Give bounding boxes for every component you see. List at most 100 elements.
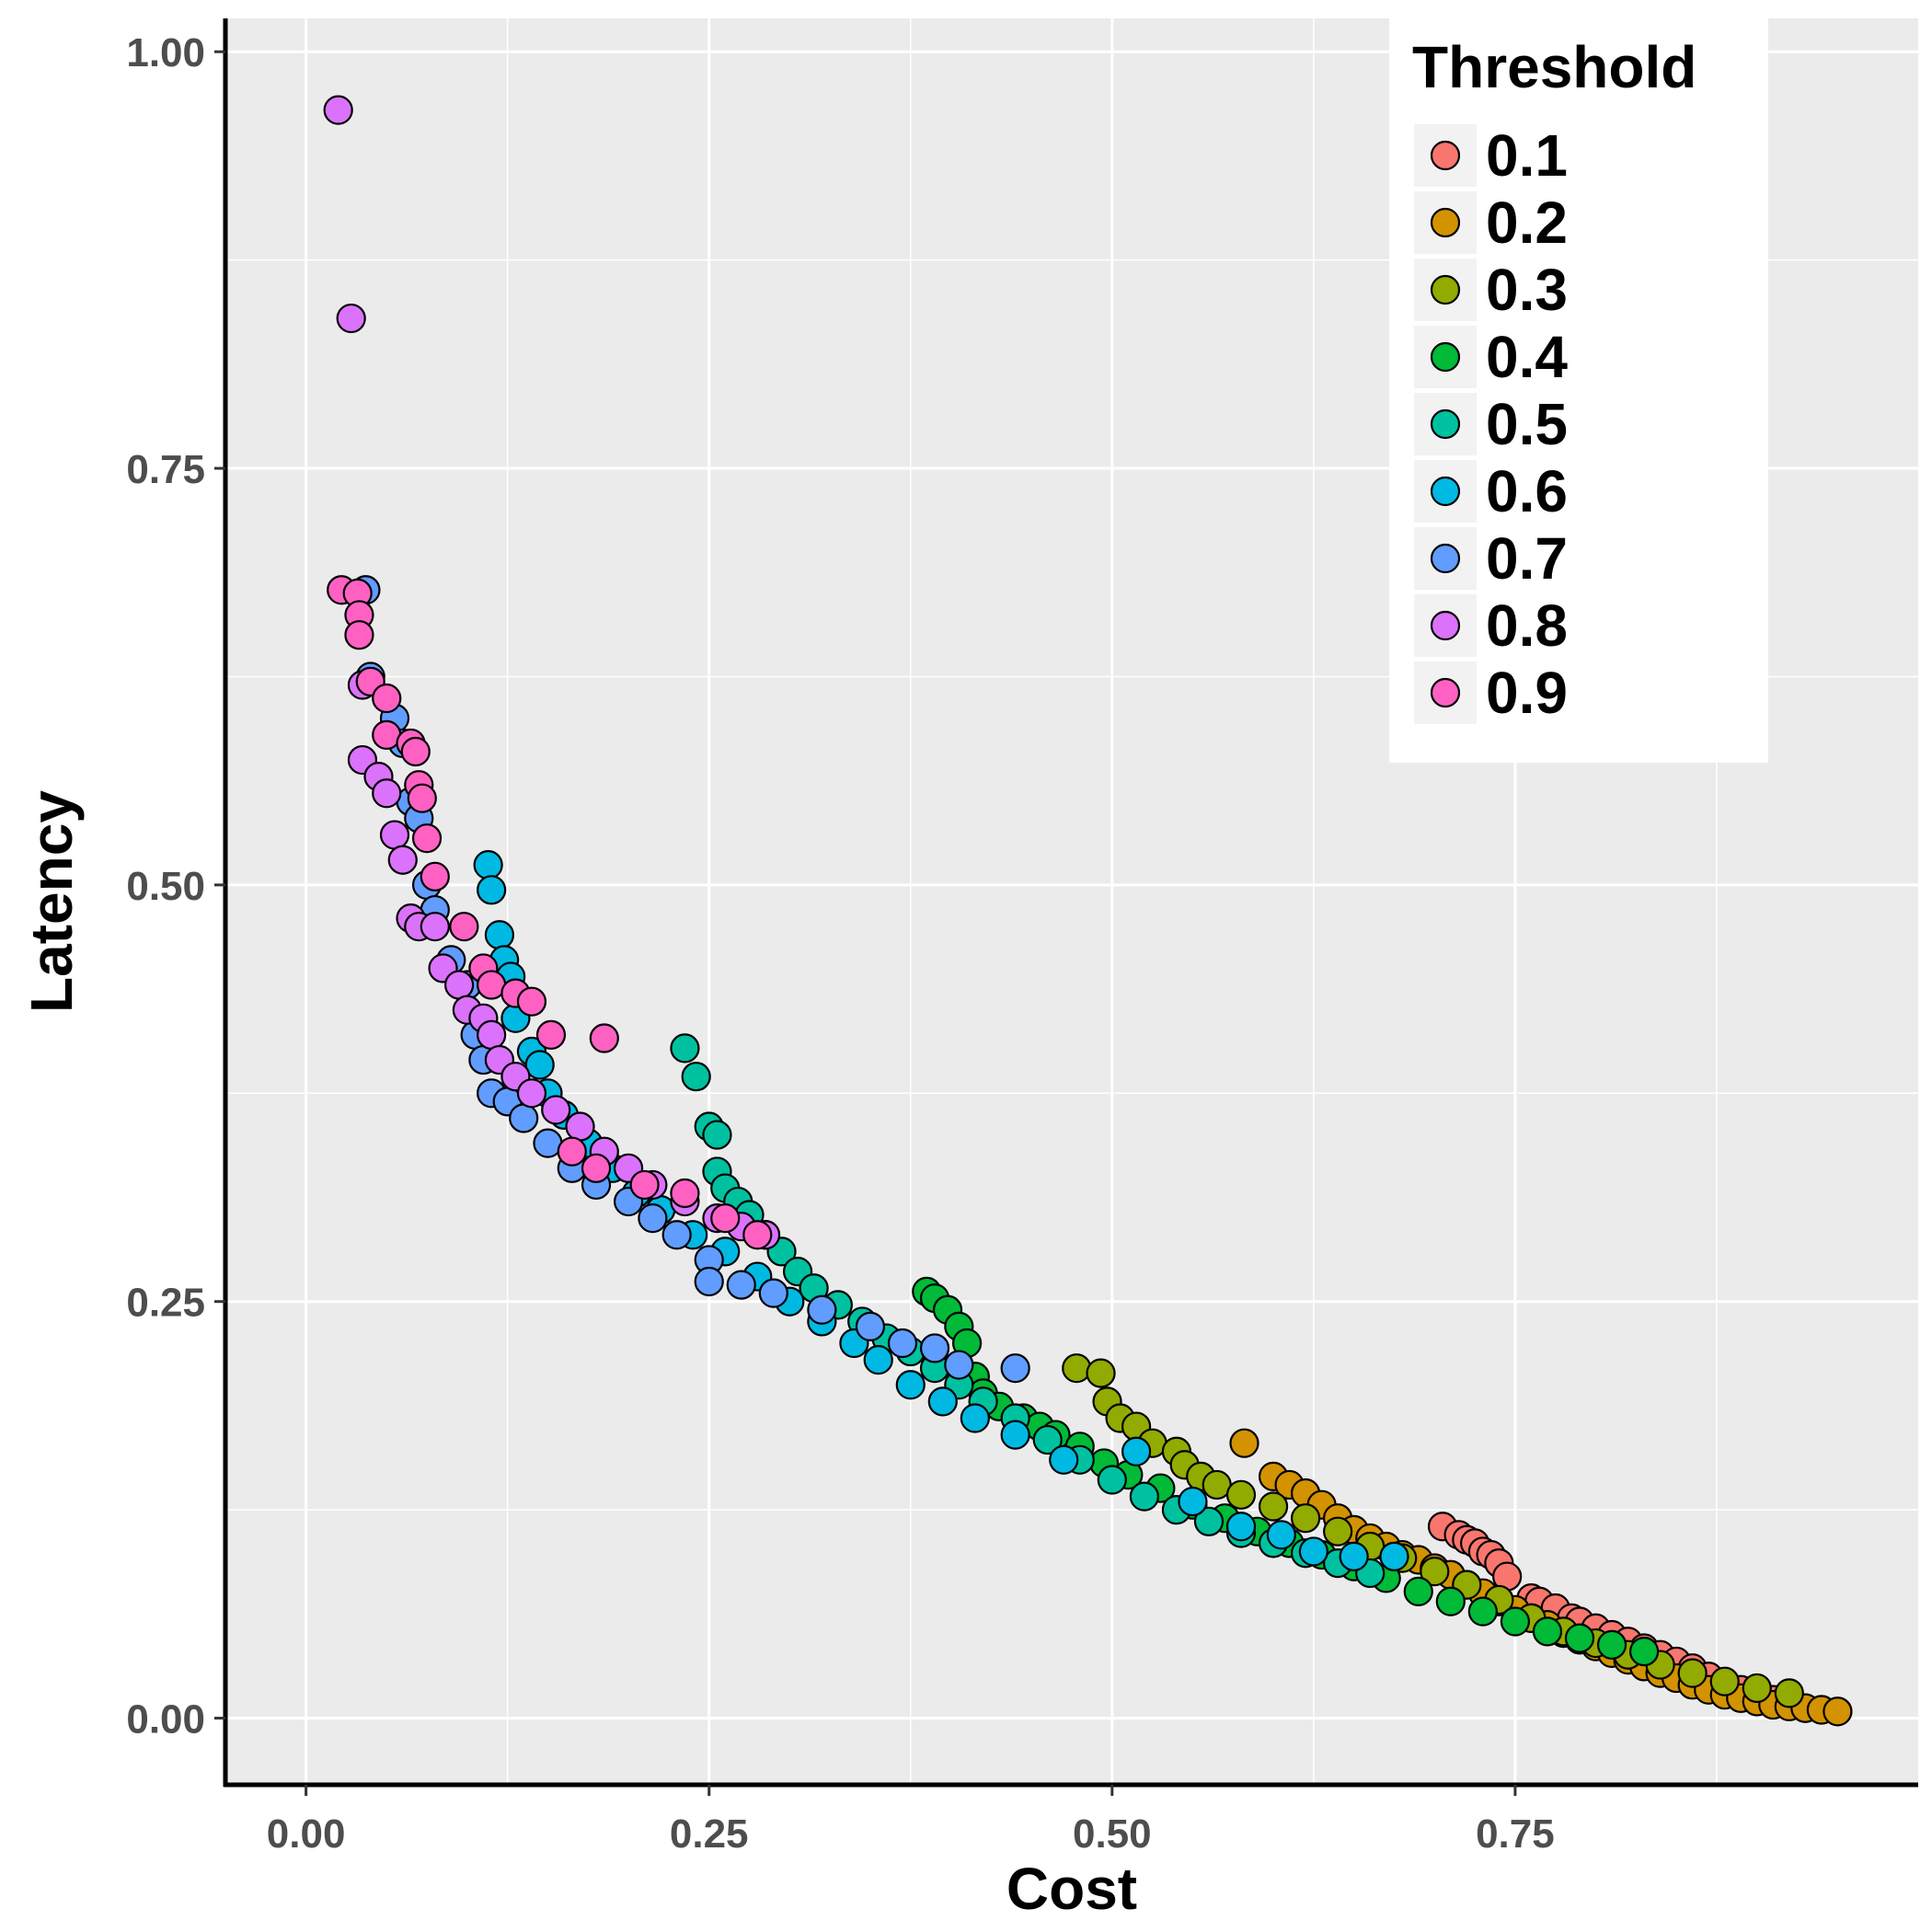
- data-point: [1086, 1358, 1116, 1388]
- data-point: [535, 1019, 567, 1051]
- y-tick-label: 1.00: [126, 30, 205, 75]
- data-point: [1709, 1666, 1740, 1696]
- data-point: [1290, 1503, 1321, 1534]
- data-point: [541, 1095, 571, 1125]
- data-points: [323, 95, 1853, 1727]
- data-point: [944, 1350, 974, 1380]
- data-point: [1339, 1541, 1369, 1571]
- y-tick-label: 0.75: [126, 447, 205, 492]
- legend-item-0.8: 0.8: [1414, 592, 1568, 659]
- data-point: [710, 1203, 741, 1234]
- data-point: [449, 912, 479, 942]
- data-point: [1258, 1491, 1289, 1522]
- data-point: [670, 1178, 700, 1209]
- data-point: [509, 1103, 539, 1133]
- data-point: [524, 1050, 555, 1080]
- data-point: [1500, 1606, 1531, 1637]
- legend-key-marker: [1430, 408, 1461, 440]
- x-tick-label: 0.00: [267, 1811, 346, 1857]
- x-axis-title: Cost: [1006, 1856, 1137, 1922]
- data-point: [927, 1386, 958, 1417]
- data-point: [372, 778, 402, 809]
- legend-label: 0.1: [1486, 122, 1568, 189]
- data-point: [1628, 1636, 1660, 1667]
- y-tick-label: 0.00: [126, 1697, 205, 1742]
- legend-items: 0.10.20.30.40.50.60.70.80.9: [1414, 122, 1568, 726]
- legend-item-0.6: 0.6: [1414, 458, 1568, 524]
- data-point: [1049, 1444, 1079, 1475]
- data-point: [1032, 1424, 1063, 1455]
- data-point: [1379, 1541, 1409, 1571]
- data-point: [629, 1169, 660, 1201]
- data-point: [1000, 1353, 1030, 1384]
- legend-key-marker: [1430, 610, 1461, 641]
- data-point: [420, 861, 450, 891]
- legend-item-0.3: 0.3: [1414, 257, 1568, 323]
- x-tick-label: 0.25: [670, 1811, 749, 1857]
- legend-label: 0.5: [1486, 391, 1568, 457]
- data-point: [1225, 1479, 1257, 1510]
- data-point: [516, 1078, 547, 1109]
- data-point: [1467, 1596, 1498, 1627]
- data-point: [589, 1023, 619, 1053]
- legend-label: 0.4: [1486, 324, 1568, 390]
- x-tick-label: 0.75: [1476, 1811, 1555, 1857]
- legend-key-marker: [1430, 476, 1461, 507]
- data-point: [855, 1311, 886, 1341]
- legend-key-marker: [1430, 140, 1461, 171]
- data-point: [681, 1062, 711, 1092]
- data-point: [1403, 1576, 1433, 1606]
- legend-title: Threshold: [1412, 34, 1696, 100]
- data-point: [1178, 1486, 1208, 1517]
- data-point: [323, 95, 353, 125]
- legend-key-marker: [1430, 207, 1461, 238]
- data-point: [702, 1120, 732, 1150]
- data-point: [694, 1266, 724, 1297]
- data-point: [1564, 1623, 1595, 1653]
- x-tick-label: 0.50: [1073, 1811, 1152, 1857]
- data-point: [336, 303, 366, 334]
- legend-item-0.2: 0.2: [1414, 190, 1568, 256]
- data-point: [1532, 1616, 1563, 1647]
- data-point: [372, 683, 402, 714]
- legend-label: 0.3: [1486, 257, 1568, 323]
- data-point: [1266, 1520, 1296, 1550]
- data-point: [1435, 1586, 1466, 1616]
- legend-key-marker: [1430, 274, 1461, 305]
- data-point: [807, 1294, 837, 1325]
- series-0.9: [327, 575, 773, 1250]
- data-point: [400, 736, 431, 767]
- data-point: [387, 845, 418, 875]
- data-point: [581, 1153, 612, 1183]
- legend-label: 0.9: [1486, 660, 1568, 726]
- data-point: [1677, 1658, 1708, 1688]
- legend: Threshold 0.10.20.30.40.50.60.70.80.9: [1389, 18, 1768, 763]
- legend-item-0.5: 0.5: [1414, 391, 1568, 457]
- legend-label: 0.6: [1486, 458, 1568, 524]
- series-0.8: [323, 95, 781, 1250]
- data-point: [411, 823, 443, 854]
- data-point: [670, 1033, 700, 1064]
- data-point: [742, 1220, 773, 1250]
- data-point: [887, 1328, 918, 1359]
- y-tick-label: 0.50: [126, 864, 205, 909]
- legend-item-0.9: 0.9: [1414, 660, 1568, 726]
- data-point: [1774, 1678, 1804, 1708]
- data-point: [863, 1345, 893, 1375]
- data-point: [1742, 1673, 1772, 1704]
- legend-label: 0.7: [1486, 525, 1568, 592]
- data-point: [638, 1203, 668, 1234]
- data-point: [1823, 1696, 1853, 1727]
- data-point: [516, 986, 547, 1017]
- legend-key-marker: [1430, 677, 1461, 708]
- data-point: [758, 1278, 788, 1308]
- data-point: [661, 1220, 692, 1250]
- y-axis-title: Latency: [18, 790, 85, 1013]
- data-point: [565, 1111, 595, 1142]
- data-point: [1323, 1516, 1353, 1547]
- y-tick-label: 0.25: [126, 1281, 205, 1326]
- legend-item-0.1: 0.1: [1414, 122, 1568, 189]
- data-point: [726, 1270, 756, 1300]
